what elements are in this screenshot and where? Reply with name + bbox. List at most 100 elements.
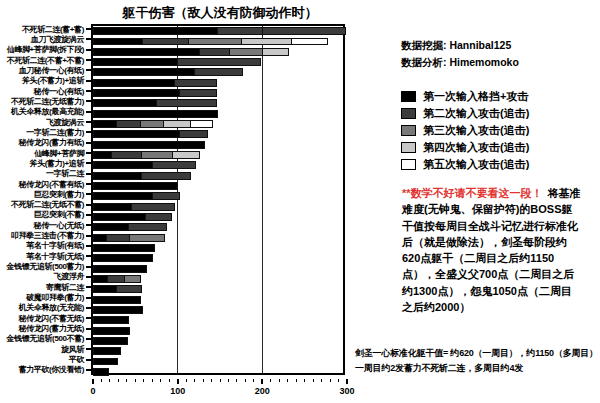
x-minor-tick — [109, 379, 110, 382]
bar-segment — [124, 275, 141, 283]
bar-segment — [188, 38, 242, 46]
bar-segment — [116, 285, 142, 293]
bar-row — [93, 161, 343, 169]
bar-row — [93, 254, 343, 262]
bar-row — [93, 68, 343, 76]
y-label-row: 破魔叩拜拳(蓄力) — [0, 292, 91, 302]
legend-swatch — [401, 125, 416, 136]
bar-segment — [93, 58, 178, 66]
y-label-row: 秘传一心(有纸) — [0, 86, 91, 96]
bar-segment — [145, 213, 171, 221]
y-label-row: 巨忍突刺(不蓄) — [0, 210, 91, 220]
bar-segment — [129, 234, 165, 242]
x-minor-tick — [194, 379, 195, 382]
x-minor-tick — [287, 379, 288, 382]
bar-segment — [241, 38, 292, 46]
bar-row — [93, 27, 343, 35]
bar-row — [93, 316, 343, 324]
bar-segment — [93, 275, 108, 283]
bar-segment — [93, 244, 155, 252]
bar-row — [93, 234, 343, 242]
legend-label: 第三次输入攻击(追击) — [423, 123, 529, 138]
bar-row — [93, 265, 343, 273]
x-minor-tick — [304, 379, 305, 382]
bar-segment — [93, 48, 200, 56]
y-label: 蓄力平砍(你没看错) — [19, 364, 84, 375]
bar-segment — [194, 68, 243, 76]
bar-segment — [190, 120, 213, 128]
bar-segment — [93, 161, 153, 169]
y-axis-labels: 不死斩二连(蓄+蓄)血刀飞渡旋涡云仙峰脚+菩萨脚(拆下段)不死斩二连(不蓄+不蓄… — [0, 24, 91, 375]
x-minor-tick — [211, 379, 212, 382]
y-label-row: 一字斩二连(蓄力) — [0, 127, 91, 137]
bar-row — [93, 120, 343, 128]
legend-label: 第四次输入攻击(追击) — [423, 140, 529, 155]
y-label-row: 斧头(蓄力)+追斩 — [0, 158, 91, 168]
y-label-row: 秘传龙闪(蓄力有纸) — [0, 138, 91, 148]
x-minor-tick — [135, 379, 136, 382]
x-minor-tick — [321, 379, 322, 382]
y-label-row: 旋风斩 — [0, 344, 91, 354]
x-minor-tick — [203, 379, 204, 382]
bar-segment — [262, 27, 346, 35]
legend-item: 第二次输入攻击(追击) — [401, 105, 529, 122]
bar-segment — [93, 223, 129, 231]
bars-container — [93, 26, 343, 373]
x-minor-tick — [160, 379, 161, 382]
bar-row — [93, 203, 343, 211]
bar-segment — [93, 79, 175, 87]
y-label-row: 不死斩二连(不蓄+不蓄) — [0, 55, 91, 65]
legend-item: 第三次输入攻击(追击) — [401, 122, 529, 139]
bar-segment — [93, 192, 153, 200]
x-minor-tick — [186, 379, 187, 382]
x-major-tick — [92, 379, 94, 384]
y-label-row: 苇名十字斩(无纸) — [0, 251, 91, 261]
x-minor-tick — [253, 379, 254, 382]
bar-segment — [93, 234, 107, 242]
plot-area — [91, 24, 345, 375]
bar-segment — [107, 275, 125, 283]
x-minor-tick — [330, 379, 331, 382]
x-tick-label: 200 — [255, 386, 270, 396]
bar-segment — [93, 172, 142, 180]
bar-row — [93, 79, 343, 87]
bar-segment — [141, 151, 173, 159]
y-label-row: 金钱镖无追斩(500不蓄) — [0, 334, 91, 344]
chart-title: 躯干伤害（敌人没有防御动作时） — [91, 4, 349, 22]
y-label-row: 血刀飞渡旋涡云 — [0, 34, 91, 44]
bar-row — [93, 213, 343, 221]
x-minor-tick — [245, 379, 246, 382]
x-tick-label: 300 — [339, 386, 354, 396]
bar-row — [93, 223, 343, 231]
y-label-row: 蓄力平砍(你没看错) — [0, 365, 91, 375]
legend-swatch — [401, 159, 416, 170]
bar-segment — [93, 254, 153, 262]
x-tick-label: 100 — [170, 386, 185, 396]
bar-segment — [262, 48, 288, 56]
y-label-row: 飞渡浮舟 — [0, 272, 91, 282]
bar-segment — [93, 358, 118, 366]
note-warning: **数学不好请不要看这一段！ — [402, 187, 543, 199]
bar-segment — [93, 347, 121, 355]
bar-segment — [156, 99, 218, 107]
x-minor-tick — [101, 379, 102, 382]
bar-segment — [93, 306, 143, 314]
bar-segment — [93, 368, 109, 376]
bar-segment — [93, 265, 147, 273]
x-minor-tick — [126, 379, 127, 382]
y-label-row: 苇名十字斩(有纸) — [0, 241, 91, 251]
bar-row — [93, 130, 343, 138]
bar-segment — [93, 203, 132, 211]
x-minor-tick — [118, 379, 119, 382]
legend-label: 第一次输入格挡+攻击 — [423, 89, 528, 104]
x-minor-tick — [279, 379, 280, 382]
x-minor-tick — [296, 379, 297, 382]
bar-segment — [128, 223, 167, 231]
y-label-row: 不死斩二连(无纸不蓄) — [0, 200, 91, 210]
x-minor-tick — [228, 379, 229, 382]
y-label-row: 机关伞释放(无充能) — [0, 303, 91, 313]
bar-row — [93, 337, 343, 345]
bar-row — [93, 275, 343, 283]
legend: 第一次输入格挡+攻击第二次输入攻击(追击)第三次输入攻击(追击) 第四次输入攻击(… — [401, 88, 529, 172]
bar-segment — [93, 151, 112, 159]
